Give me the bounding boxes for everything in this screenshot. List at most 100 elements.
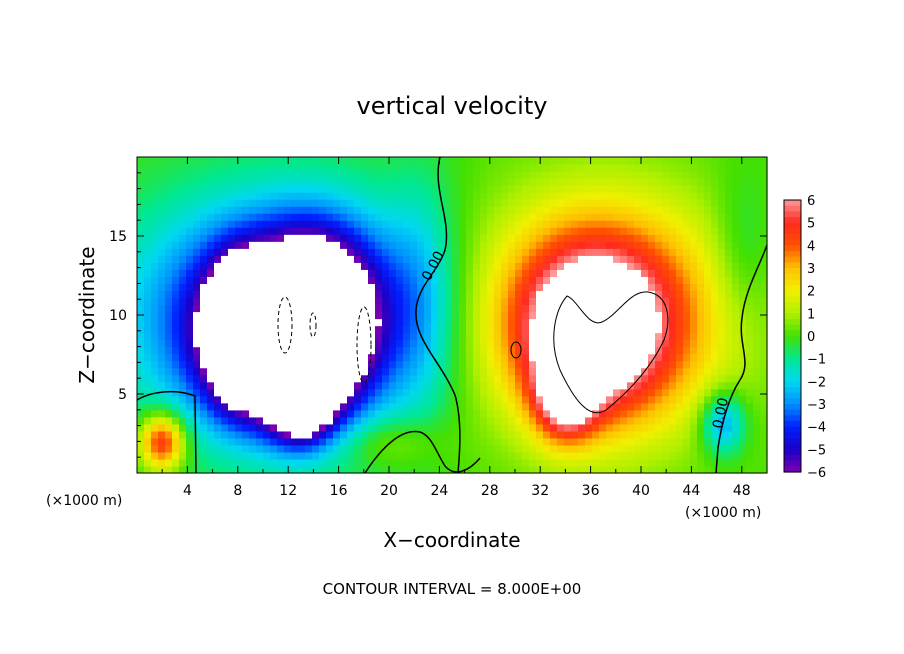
field-cell [375, 304, 383, 313]
field-cell [361, 269, 369, 277]
field-cell [270, 346, 278, 355]
field-cell [137, 171, 145, 179]
field-cell [585, 458, 593, 467]
field-cell [424, 248, 432, 256]
field-cell [368, 290, 376, 299]
field-cell [445, 367, 453, 376]
field-cell [718, 304, 726, 313]
field-cell [396, 318, 404, 327]
field-cell [228, 430, 236, 439]
field-cell [158, 346, 166, 355]
field-cell [438, 325, 446, 334]
field-cell [697, 178, 705, 186]
field-cell [256, 192, 264, 200]
field-cell [711, 423, 719, 432]
field-cell [557, 304, 565, 313]
field-cell [382, 234, 390, 242]
field-cell [606, 458, 614, 467]
field-cell [354, 206, 362, 214]
field-cell [585, 199, 593, 207]
field-cell [515, 437, 523, 446]
field-cell [256, 409, 264, 418]
field-cell [403, 423, 411, 432]
field-cell [606, 437, 614, 446]
field-cell [424, 465, 432, 474]
field-cell [508, 360, 516, 369]
field-cell [662, 458, 670, 467]
field-cell [753, 451, 761, 460]
field-cell [550, 437, 558, 446]
field-cell [739, 213, 747, 221]
field-cell [606, 255, 614, 263]
field-cell [326, 360, 334, 369]
field-cell [403, 318, 411, 327]
field-cell [312, 332, 320, 341]
field-cell [606, 451, 614, 460]
field-cell [172, 255, 180, 263]
field-cell [571, 206, 579, 214]
field-cell [151, 241, 159, 249]
field-cell [270, 248, 278, 256]
field-cell [333, 444, 341, 453]
field-cell [550, 346, 558, 355]
field-cell [179, 332, 187, 341]
field-cell [487, 367, 495, 376]
field-cell [655, 220, 663, 228]
field-cell [256, 199, 264, 207]
field-cell [431, 185, 439, 193]
field-cell [494, 269, 502, 277]
field-cell [578, 395, 586, 404]
field-cell [704, 283, 712, 292]
field-cell [382, 157, 390, 165]
field-cell [536, 206, 544, 214]
field-cell [284, 430, 292, 439]
field-cell [151, 367, 159, 376]
field-cell [445, 248, 453, 256]
field-cell [571, 178, 579, 186]
field-cell [424, 437, 432, 446]
field-cell [676, 269, 684, 277]
field-cell [648, 409, 656, 418]
field-cell [641, 402, 649, 411]
field-cell [445, 290, 453, 299]
field-cell [725, 465, 733, 474]
field-cell [200, 290, 208, 299]
field-cell [319, 465, 327, 474]
field-cell [221, 409, 229, 418]
field-cell [676, 353, 684, 362]
field-cell [634, 423, 642, 432]
field-cell [627, 297, 635, 306]
field-cell [200, 248, 208, 256]
field-cell [564, 290, 572, 299]
field-cell [641, 283, 649, 292]
field-cell [445, 192, 453, 200]
field-cell [466, 178, 474, 186]
field-cell [487, 451, 495, 460]
field-cell [571, 465, 579, 474]
colorbar-swatch [784, 353, 801, 360]
field-cell [529, 262, 537, 270]
field-cell [382, 304, 390, 313]
field-cell [403, 458, 411, 467]
field-cell [235, 465, 243, 474]
field-cell [732, 269, 740, 277]
field-cell [382, 374, 390, 383]
field-cell [473, 451, 481, 460]
field-cell [221, 458, 229, 467]
field-cell [445, 157, 453, 165]
field-cell [753, 416, 761, 425]
field-cell [319, 367, 327, 376]
field-cell [760, 213, 768, 221]
velocity-field [137, 157, 768, 474]
field-cell [704, 374, 712, 383]
field-cell [193, 283, 201, 292]
field-cell [487, 262, 495, 270]
field-cell [256, 451, 264, 460]
field-cell [557, 157, 565, 165]
field-cell [606, 339, 614, 348]
field-cell [417, 458, 425, 467]
field-cell [445, 206, 453, 214]
colorbar-swatch [784, 381, 801, 388]
field-cell [704, 423, 712, 432]
field-cell [627, 206, 635, 214]
